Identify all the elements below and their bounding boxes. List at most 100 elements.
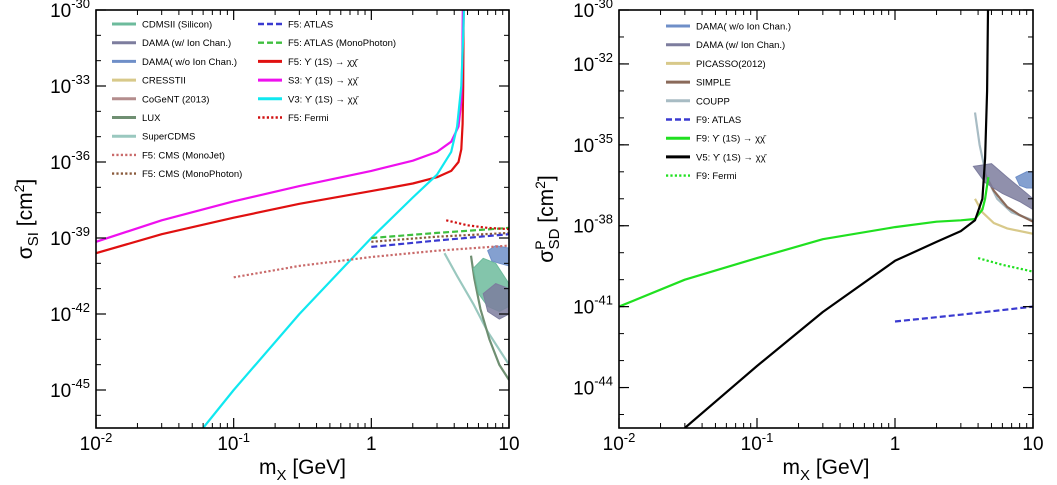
si-cross-section-panel: 10-2 10-1 1 1010-3010-3310-3610-3910-4210-4… (11, 0, 520, 484)
y-tick-base: 10 (573, 136, 594, 157)
legend-label: COUPP (696, 96, 730, 107)
y-tick-exponent: -39 (71, 224, 90, 239)
y-tick-exponent: -33 (71, 72, 90, 87)
y-label-sup: P (532, 240, 548, 249)
y-tick-label: 10-45 (50, 376, 90, 402)
y-label-unit-close: ] (14, 179, 37, 185)
y-tick-base: 10 (573, 217, 594, 238)
legend-label: F9: ATLAS (696, 115, 741, 126)
x-axis-label: mX [GeV] (782, 456, 869, 484)
y-tick-label: 10-30 (573, 0, 613, 22)
exclusion-region-dama-w-o-ion-chan (1015, 171, 1033, 189)
y-tick-base: 10 (50, 77, 71, 98)
y-tick-exponent: -44 (594, 374, 613, 389)
x-tick-base: 1 (366, 434, 377, 455)
y-tick-exponent: -38 (594, 212, 613, 227)
y-label-unit: [cm (14, 192, 37, 232)
x-tick-base: 10 (217, 434, 238, 455)
y-tick-label: 10-41 (573, 293, 613, 319)
y-tick-base: 10 (573, 379, 594, 400)
exclusion-region-dama-w-ion-chan (972, 163, 1033, 211)
x-tick-base: 10 (603, 434, 624, 455)
x-label-sub: X (276, 467, 286, 484)
x-tick-exponent: -2 (624, 430, 636, 445)
x-tick-exponent: -1 (762, 430, 774, 445)
y-label-unit-sup: 2 (532, 181, 548, 189)
y-axis-label: σPSD [cm2] (532, 175, 563, 262)
x-tick-base: 10 (80, 434, 101, 455)
series-line-f5-atlas (371, 233, 509, 248)
legend-label: F9: Fermi (696, 171, 737, 182)
legend-label: F5: ATLAS (288, 20, 333, 31)
exclusion-curve-lux (469, 255, 509, 381)
y-tick-base: 10 (573, 55, 594, 76)
y-tick-label: 10-44 (573, 374, 613, 400)
legend-label: F5: ϒ (1S) → χχ̄ (288, 57, 359, 68)
series-line-f5-cms-monojet (233, 244, 509, 279)
legend-label: DAMA (w/ Ion Chan.) (142, 38, 231, 49)
y-tick-base: 10 (573, 298, 594, 319)
x-axis-label: mX [GeV] (259, 456, 346, 484)
sd-cross-section-panel: 10-2 10-1 1 1010-3010-3210-3510-3810-4110-4… (532, 0, 1044, 484)
series-line-f9-1s (619, 177, 990, 308)
x-label-unit: [GeV] (286, 456, 346, 479)
plot-area (96, 10, 509, 428)
legend-label: DAMA( w/o Ion Chan.) (696, 22, 791, 33)
y-label-main: σ (535, 250, 558, 263)
y-tick-exponent: -42 (71, 300, 90, 315)
y-label-sub: SI (25, 232, 42, 246)
y-label-main: σ (14, 246, 37, 259)
legend-label: DAMA (w/ Ion Chan.) (696, 40, 785, 51)
y-axis-label: σSI [cm2] (11, 179, 42, 259)
x-tick-label: 10 (498, 434, 519, 455)
legend-label: F5: CMS (MonoPhoton) (142, 169, 242, 180)
x-tick-base: 10 (498, 434, 519, 455)
series-line-v5-1s (684, 10, 990, 428)
x-tick-label: 10-2 (603, 430, 636, 455)
y-label-unit-sup: 2 (11, 184, 27, 192)
legend-label: SIMPLE (696, 78, 731, 89)
y-tick-base: 10 (50, 153, 71, 174)
x-label-sub: X (800, 467, 810, 484)
x-tick-base: 1 (890, 434, 901, 455)
x-tick-base: 10 (741, 434, 762, 455)
x-tick-label: 1 (890, 434, 901, 455)
plot-area (619, 10, 1033, 428)
y-tick-exponent: -41 (594, 293, 613, 308)
series-line-f9-fermi (977, 257, 1033, 273)
legend-label: LUX (142, 113, 161, 124)
legend-label: SuperCDMS (142, 132, 195, 143)
x-tick-label: 10 (1022, 434, 1043, 455)
y-tick-label: 10-38 (573, 212, 613, 238)
series-line-f5-atlas-monophoton (371, 226, 509, 240)
y-label-sub: SD (546, 228, 563, 249)
x-label-unit: [GeV] (810, 456, 870, 479)
series-line-f5-1s (96, 10, 465, 255)
legend-label: DAMA( w/o Ion Chan.) (142, 57, 237, 68)
y-tick-exponent: -30 (71, 0, 90, 11)
y-tick-exponent: -32 (594, 50, 613, 65)
y-label-unit: [cm (535, 189, 558, 229)
x-tick-label: 10-2 (80, 430, 113, 455)
series-line-v3-1s (202, 10, 465, 428)
exclusion-region-dama-w-ion-chan (482, 283, 509, 320)
y-tick-label: 10-39 (50, 224, 90, 250)
y-tick-base: 10 (50, 381, 71, 402)
y-tick-label: 10-42 (50, 300, 90, 326)
y-tick-exponent: -30 (594, 0, 613, 11)
y-tick-label: 10-33 (50, 72, 90, 98)
x-label-main: m (782, 456, 800, 479)
legend-label: V3: ϒ (1S) → χχ̄ (288, 94, 360, 105)
y-tick-label: 10-35 (573, 131, 613, 157)
legend: DAMA( w/o Ion Chan.) DAMA (w/ Ion Chan.) P… (666, 22, 791, 182)
y-tick-exponent: -35 (594, 131, 613, 146)
legend-label: V5: ϒ (1S) → χχ̄ (696, 152, 768, 163)
y-label-unit-close: ] (535, 175, 558, 181)
legend-label: F5: CMS (MonoJet) (142, 150, 225, 161)
x-label-main: m (259, 456, 277, 479)
y-tick-label: 10-32 (573, 50, 613, 76)
series-line-f9-atlas (894, 305, 1033, 323)
y-tick-base: 10 (50, 229, 71, 250)
legend-label: F5: Fermi (288, 113, 329, 124)
